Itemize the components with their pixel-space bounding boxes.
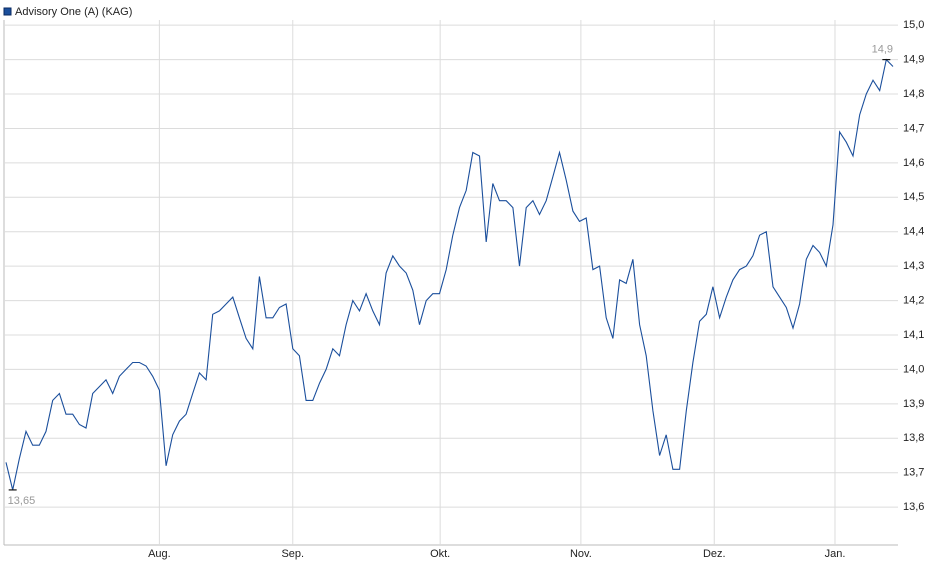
x-tick-label: Jan. bbox=[825, 548, 846, 560]
y-tick-label: 15,0 bbox=[903, 19, 924, 31]
y-tick-label: 14,1 bbox=[903, 329, 924, 341]
y-tick-label: 14,3 bbox=[903, 260, 924, 272]
value-label: 13,65 bbox=[8, 495, 36, 507]
y-tick-label: 14,8 bbox=[903, 88, 924, 100]
legend-swatch bbox=[3, 7, 12, 16]
legend-label: Advisory One (A) (KAG) bbox=[15, 6, 132, 18]
value-label: 14,9 bbox=[872, 43, 893, 55]
y-tick-label: 14,5 bbox=[903, 191, 924, 203]
y-tick-label: 14,0 bbox=[903, 363, 924, 375]
y-tick-label: 13,6 bbox=[903, 501, 924, 513]
x-tick-label: Okt. bbox=[430, 548, 450, 560]
y-tick-label: 13,8 bbox=[903, 432, 924, 444]
y-tick-label: 14,6 bbox=[903, 157, 924, 169]
x-tick-label: Nov. bbox=[570, 548, 592, 560]
y-tick-label: 14,7 bbox=[903, 122, 924, 134]
x-tick-label: Dez. bbox=[703, 548, 726, 560]
price-line bbox=[5, 58, 894, 491]
y-tick-label: 13,7 bbox=[903, 467, 924, 479]
y-tick-label: 14,2 bbox=[903, 294, 924, 306]
y-tick-label: 13,9 bbox=[903, 398, 924, 410]
y-tick-label: 14,4 bbox=[903, 226, 924, 238]
y-tick-label: 14,9 bbox=[903, 53, 924, 65]
x-tick-label: Sep. bbox=[281, 548, 304, 560]
x-tick-label: Aug. bbox=[148, 548, 171, 560]
